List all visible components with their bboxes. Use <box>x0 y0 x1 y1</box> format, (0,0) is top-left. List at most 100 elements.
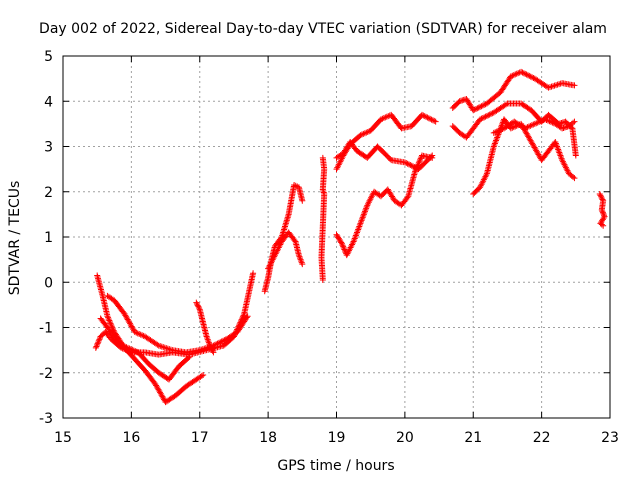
data-point <box>363 129 370 136</box>
data-point <box>299 261 306 268</box>
data-point <box>217 339 224 346</box>
data-point <box>208 345 215 352</box>
data-point <box>546 118 553 125</box>
data-point <box>526 72 533 79</box>
y-tick-label: 2 <box>44 185 53 201</box>
y-tick-label: -1 <box>39 321 53 337</box>
data-point <box>134 330 141 337</box>
data-point <box>167 346 174 353</box>
data-point <box>209 348 216 355</box>
data-point <box>139 332 146 339</box>
data-point <box>425 115 432 122</box>
data-point <box>410 163 417 170</box>
data-point <box>431 117 438 124</box>
data-point <box>207 343 214 350</box>
data-point <box>481 101 488 108</box>
data-point <box>215 339 222 346</box>
data-point <box>213 341 220 348</box>
data-point <box>154 341 161 348</box>
data-point <box>196 305 203 312</box>
data-point <box>137 331 144 338</box>
data-point <box>357 132 364 139</box>
data-point <box>380 115 387 122</box>
data-point <box>417 156 424 163</box>
data-point <box>531 120 538 127</box>
x-tick-label: 19 <box>328 430 346 446</box>
data-point <box>510 72 517 79</box>
marks-layer <box>92 68 608 406</box>
data-point <box>571 118 578 125</box>
data-point <box>387 155 394 162</box>
data-point <box>221 337 228 344</box>
data-point <box>164 345 171 352</box>
data-point <box>132 348 139 355</box>
data-point <box>598 195 605 202</box>
data-point <box>510 124 517 131</box>
data-point <box>570 174 577 181</box>
data-point <box>105 316 112 323</box>
data-point <box>477 116 484 123</box>
data-point <box>471 106 478 113</box>
data-point <box>571 175 578 182</box>
data-point <box>496 127 503 134</box>
y-tick-label: 3 <box>44 140 53 156</box>
data-point <box>503 101 510 108</box>
data-point <box>127 346 134 353</box>
data-point <box>360 130 367 137</box>
data-point <box>570 119 577 126</box>
data-point <box>219 337 226 344</box>
series-j <box>333 138 436 173</box>
data-point <box>214 340 221 347</box>
data-point <box>193 299 200 306</box>
data-point <box>382 114 389 121</box>
data-point <box>407 162 414 169</box>
data-point <box>525 123 532 130</box>
y-tick-label: 5 <box>44 49 53 65</box>
data-point <box>107 320 114 327</box>
data-point <box>544 117 551 124</box>
data-point <box>401 159 408 166</box>
data-point <box>598 206 605 213</box>
data-point <box>404 160 411 167</box>
x-axis-title: GPS time / hours <box>277 458 394 474</box>
data-point <box>104 313 111 320</box>
data-point <box>524 124 531 131</box>
data-point <box>414 162 421 169</box>
data-point <box>509 72 516 79</box>
data-point <box>413 165 420 172</box>
data-point <box>209 346 216 353</box>
series-k <box>333 152 436 259</box>
data-point <box>364 128 371 135</box>
data-point <box>96 336 103 343</box>
data-point <box>522 124 529 131</box>
data-point <box>200 372 207 379</box>
data-point <box>479 102 486 109</box>
data-point <box>412 168 419 175</box>
data-point <box>299 197 306 204</box>
data-point <box>421 113 428 120</box>
data-point <box>550 83 557 90</box>
y-tick-label: -2 <box>39 366 53 382</box>
data-point <box>129 346 136 353</box>
data-point <box>429 154 436 161</box>
data-point <box>415 161 422 168</box>
data-point <box>136 330 143 337</box>
data-point <box>542 116 549 123</box>
data-point <box>475 104 482 111</box>
data-point <box>534 119 541 126</box>
data-point <box>108 323 115 330</box>
data-point <box>416 158 423 165</box>
data-point <box>424 114 431 121</box>
data-point <box>161 344 168 351</box>
chart-title: Day 002 of 2022, Sidereal Day-to-day VTE… <box>39 21 607 37</box>
data-point <box>340 243 347 250</box>
data-point <box>338 240 345 247</box>
data-point <box>432 118 439 125</box>
data-point <box>519 69 526 76</box>
data-point <box>554 81 561 88</box>
data-point <box>211 341 218 348</box>
x-tick-label: 22 <box>533 430 551 446</box>
data-point <box>361 130 368 137</box>
y-tick-label: 0 <box>44 275 53 291</box>
